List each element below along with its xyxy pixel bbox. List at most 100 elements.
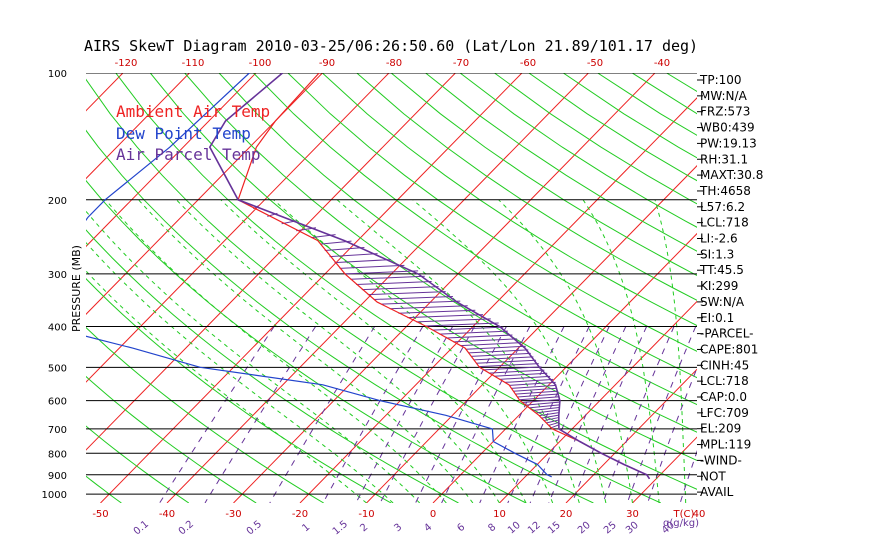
stat-label: MW:N/A [700,89,748,103]
pressure-tick-label: 400 [48,323,67,334]
mixing-ratio-label: 2 [358,522,370,535]
cape-hatch-line [473,356,534,361]
dry-adiabat-line [666,73,697,93]
isotherm-line [86,73,124,112]
stat-label: LCL:718 [700,216,749,230]
dry-adiabat-line [356,73,697,301]
top-temp-tick-label: -50 [587,58,603,69]
dry-adiabat-line [218,73,697,406]
cape-hatch-line [535,409,560,414]
moist-adiabat-line [86,241,394,503]
cape-hatch-line [517,393,559,398]
mixing-ratio-line [441,326,531,503]
background-grid [0,73,870,503]
stat-label: CAP:0.0 [700,390,747,404]
cape-hatch-line [546,419,559,424]
parcel-temp-line [208,73,651,480]
mixing-ratio-line [548,326,627,503]
cape-hatch-line [380,300,461,305]
dry-adiabat-line [86,475,122,503]
moist-adiabat-line [86,210,421,503]
stat-label: EL:209 [700,422,741,436]
stat-label: CAPE:801 [700,342,758,356]
cape-hatch-line [465,345,526,350]
mixing-ratio-label: 25 [602,520,619,537]
isotherm-line [100,73,523,503]
cape-hatch-line [532,406,560,411]
stat-label: L57:6.2 [700,200,745,214]
temp-tick-label: 40 [693,509,706,520]
mixing-ratio-line [269,326,376,503]
temp-axis-unit: T(C) [673,509,695,520]
mixing-ratio-label: 3 [392,522,404,535]
cape-hatch-line [432,326,504,331]
moist-adiabat-line [176,199,500,503]
stat-label: TT:45.5 [699,263,744,277]
cape-hatch-line [468,349,529,354]
legend-dew-point: Dew Point Temp [116,124,251,143]
mixing-ratio-label: 0.1 [132,519,151,538]
mixing-ratio-unit: q(g/kg) [663,518,699,529]
moist-adiabat-line [105,199,447,503]
cape-hatch-line [439,330,508,335]
pressure-tick-label: 900 [48,471,67,482]
stat-label: FRZ:573 [700,105,750,119]
top-temp-tick-label: -110 [182,58,205,69]
mixing-ratio-line [626,326,697,503]
isotherm-line [86,73,390,383]
stat-label: LFC:709 [700,406,749,420]
stat-label: LI:-2.6 [700,232,738,246]
moist-adiabat-line [654,199,687,503]
top-temp-tick-label: -60 [520,58,536,69]
cape-hatch-line [522,398,560,403]
cape-hatch-line [488,369,545,374]
cape-hatch-line [373,295,453,300]
stat-label: WB0:439 [700,121,755,135]
pressure-tick-label: 800 [48,449,67,460]
isotherm-line [565,368,697,503]
temp-tick-label: -10 [358,509,374,520]
cape-hatch-line [344,270,419,275]
dry-adiabat-line [322,73,697,327]
mixing-ratio-label: 10 [506,520,523,537]
dry-adiabat-line [86,425,190,503]
ambient-temp-line [237,73,650,480]
stat-label: SI:1.3 [700,247,734,261]
temp-tick-label: 10 [493,509,506,520]
temp-tick-label: -30 [225,509,241,520]
isotherm-line [432,232,697,503]
stat-label: KI:299 [700,279,738,293]
cape-hatch-line [515,390,558,395]
isotherm-line [86,73,456,451]
cape-hatch-line [539,412,559,417]
moist-adiabat-line [86,270,367,503]
temp-tick-label: 30 [626,509,639,520]
cape-hatch-line [519,396,560,401]
temp-tick-label: -40 [159,509,175,520]
isotherm-line [766,73,870,503]
cape-hatch-line [525,401,560,406]
dry-adiabat-line [425,73,697,252]
mixing-ratio-label: 4 [422,522,434,535]
pressure-tick-label: 100 [48,69,67,80]
chart-title: AIRS SkewT Diagram 2010-03-25/06:26:50.6… [84,37,698,55]
dry-adiabat-line [253,73,697,379]
stat-label: MAXT:30.8 [700,168,763,182]
stat-label: RH:31.1 [700,152,748,166]
temp-tick-label: 20 [560,509,573,520]
stat-label: -WIND- [700,453,742,467]
y-axis-label: PRESSURE (MB) [70,245,83,332]
moist-adiabat-line [273,199,554,503]
isotherm-line [0,73,56,503]
cape-hatch-line [499,375,551,380]
dry-adiabat-line [287,73,697,352]
mixing-ratio-line [355,326,454,503]
dry-adiabat-line [184,73,697,433]
stat-label: TH:4658 [699,184,751,198]
isotherm-line [233,73,656,503]
mixing-ratio-label: 30 [624,520,641,537]
cape-hatch-line [334,259,391,264]
dry-adiabat-line [86,229,459,503]
cape-hatch-line [460,342,522,347]
